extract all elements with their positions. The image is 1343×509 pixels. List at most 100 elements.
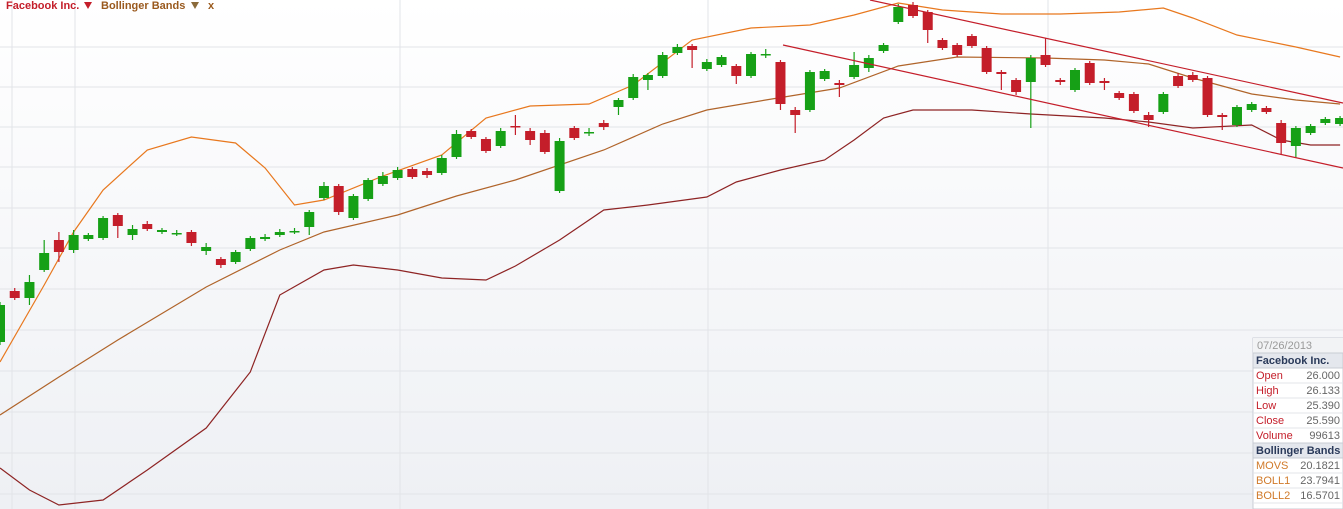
candle-body [672, 47, 683, 53]
candle-body [554, 141, 565, 191]
candle-body [1231, 107, 1242, 125]
candle-body [1173, 76, 1184, 86]
legend: Facebook Inc. Bollinger Bands x [6, 0, 215, 12]
panel-label: Volume [1256, 430, 1293, 442]
candle-body [996, 72, 1007, 74]
candle-body [1217, 115, 1228, 117]
candle-body [53, 240, 64, 252]
candle-body [68, 235, 79, 250]
candle-body [1143, 115, 1154, 120]
candle-body [98, 218, 109, 238]
candle-body [790, 110, 801, 115]
candle-body [1025, 58, 1036, 82]
candle-body [628, 77, 639, 98]
legend-entry[interactable]: Facebook Inc. [6, 0, 79, 12]
band-line [0, 109, 1341, 506]
candle-body [1099, 81, 1110, 83]
panel-value: 26.133 [1306, 385, 1340, 397]
candle-body [893, 7, 904, 22]
candle-body [937, 40, 948, 48]
candle-body [775, 62, 786, 104]
panel-label: Open [1256, 370, 1283, 382]
candle-body [1290, 128, 1301, 146]
candle-body [392, 170, 403, 178]
band-line [0, 2, 1341, 363]
candle-body [436, 158, 447, 173]
candle-body [849, 65, 860, 77]
candle-body [1011, 80, 1022, 92]
candle-body [510, 126, 521, 128]
candle-body [731, 66, 742, 76]
candle-body [760, 54, 771, 56]
panel-value: 25.590 [1306, 415, 1340, 427]
candle-body [1084, 63, 1095, 83]
candle-body [1202, 78, 1213, 115]
candle-body [201, 247, 212, 251]
panel-value: 20.1821 [1300, 460, 1340, 472]
candle-body [716, 57, 727, 65]
panel-date: 07/26/2013 [1257, 340, 1312, 352]
candle-body [156, 230, 167, 232]
dropdown-icon[interactable] [84, 2, 92, 9]
panel-label: BOLL2 [1256, 490, 1290, 502]
candle-body [377, 176, 388, 184]
candle-body [0, 305, 5, 342]
candle-body [834, 83, 845, 85]
panel-value: 99613 [1309, 430, 1340, 442]
candle-body [451, 134, 462, 157]
panel-section-title: Bollinger Bands [1256, 445, 1340, 457]
panel-label: Low [1256, 400, 1276, 412]
candle-body [804, 72, 815, 110]
candle-body [83, 235, 94, 239]
candle-body [922, 12, 933, 30]
panel-value: 25.390 [1306, 400, 1340, 412]
panel-label: Close [1256, 415, 1284, 427]
candle-body [1335, 118, 1343, 124]
candle-body [407, 169, 418, 177]
candle-body [230, 252, 241, 262]
candle-body [1320, 119, 1331, 123]
candle-body [245, 238, 256, 249]
candle-body [304, 212, 315, 227]
candle-body [24, 282, 35, 298]
panel-value: 16.5701 [1300, 490, 1340, 502]
candle-body [981, 48, 992, 72]
legend-entry[interactable]: Bollinger Bands [101, 0, 185, 12]
candle-body [112, 215, 123, 226]
candle-body [1158, 94, 1169, 112]
panel-value: 23.7941 [1300, 475, 1340, 487]
candle-body [539, 133, 550, 152]
candle-body [9, 291, 20, 298]
candle-body [480, 139, 491, 151]
candle-body [1055, 80, 1066, 82]
candle-body [863, 58, 874, 68]
candle-body [466, 131, 477, 137]
trend-line [782, 44, 1343, 169]
candle-body [260, 237, 271, 239]
panel-section-header [1252, 442, 1343, 459]
candle-body [569, 128, 580, 138]
panel-label: BOLL1 [1256, 475, 1290, 487]
candle-body [687, 46, 698, 50]
candle-body [39, 253, 50, 270]
panel-label: MOVS [1256, 460, 1288, 472]
dropdown-icon[interactable] [191, 2, 199, 9]
candle-body [318, 186, 329, 198]
close-button[interactable]: x [208, 0, 215, 12]
candle-body [333, 186, 344, 212]
candle-body [701, 62, 712, 69]
candle-body [908, 5, 919, 16]
candle-body [746, 54, 757, 76]
candle-body [1276, 123, 1287, 143]
candle-body [274, 232, 285, 235]
candle-body [966, 36, 977, 46]
candle-body [878, 45, 889, 51]
candle-body [171, 233, 182, 235]
candle-body [584, 132, 595, 134]
candle-body [127, 229, 138, 235]
candle-body [1261, 108, 1272, 112]
candle-body [613, 100, 624, 107]
candle-body [1040, 55, 1051, 65]
